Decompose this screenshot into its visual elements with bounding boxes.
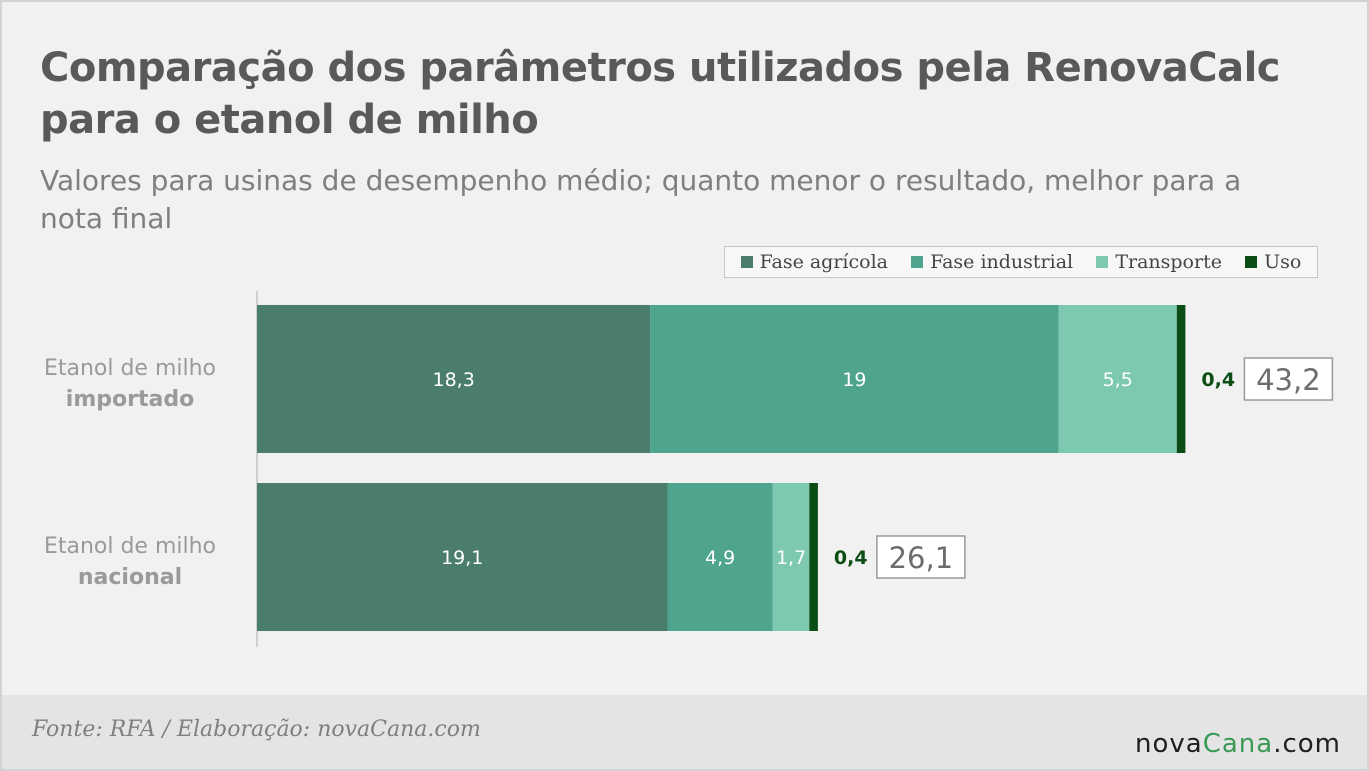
source-note: Fonte: RFA / Elaboração: novaCana.com (32, 717, 481, 742)
total-label-2: 26,1 (889, 541, 954, 575)
bar-segment-1-2 (650, 305, 1059, 453)
total-box-1 (1243, 357, 1334, 401)
total-label-1: 43,2 (1256, 363, 1321, 397)
total-box-2 (876, 535, 966, 579)
logo-part-cana: Cana (1202, 729, 1274, 759)
legend-swatch-2 (911, 256, 924, 268)
bar-segment-2-2 (667, 483, 773, 631)
legend: Fase agrícola Fase industrial Transporte Us… (724, 246, 1318, 278)
legend-item-2: Fase industrial (911, 251, 1073, 273)
bar-segment-1-3 (1058, 305, 1177, 453)
chart-subtitle: Valores para usinas de desempenho médio;… (40, 164, 1242, 235)
footer: Fonte: RFA / Elaboração: novaCana.com no… (2, 695, 1367, 769)
legend-item-4: Uso (1245, 251, 1301, 273)
data-label-2-4: 0,4 (834, 547, 868, 569)
legend-item-1: Fase agrícola (740, 251, 888, 273)
category-label-line2: nacional (78, 565, 182, 590)
legend-swatch-3 (1096, 256, 1109, 268)
data-label-1-2: 19 (842, 369, 866, 391)
logo-part-nova: nova (1134, 729, 1203, 759)
legend-item-3: Transporte (1096, 251, 1222, 273)
data-label-1-1: 18,3 (432, 369, 474, 391)
category-label-line1: Etanol de milho (44, 356, 216, 381)
legend-label-3: Transporte (1115, 251, 1222, 273)
bar-segment-2-3 (772, 483, 810, 631)
chart-title: Comparação dos parâmetros utilizados pel… (40, 45, 1281, 143)
bar-segment-2-4 (809, 483, 818, 631)
legend-label-2: Fase industrial (930, 251, 1074, 273)
category-label-line2: importado (66, 387, 194, 412)
data-label-1-4: 0,4 (1201, 369, 1235, 391)
chart-plot: Etanol de milho importado 18,3 19 5,5 0,4 43,2… (44, 291, 1334, 647)
bar-segment-2-1 (257, 483, 668, 631)
category-label-1: Etanol de milho importado (44, 356, 216, 412)
category-label-line1: Etanol de milho (44, 534, 216, 559)
legend-label-1: Fase agrícola (759, 251, 888, 273)
data-label-2-1: 19,1 (441, 547, 483, 569)
legend-label-4: Uso (1264, 251, 1302, 273)
logo-part-com: .com (1273, 729, 1341, 759)
novacana-logo[interactable]: novaCana.com (1135, 729, 1341, 759)
bar-segment-1-1 (257, 305, 651, 453)
legend-swatch-1 (740, 256, 753, 268)
bar-segment-1-4 (1176, 305, 1186, 453)
data-label-2-3: 1,7 (776, 547, 806, 569)
category-label-2: Etanol de milho nacional (44, 534, 216, 590)
data-label-2-2: 4,9 (705, 547, 735, 569)
data-label-1-3: 5,5 (1103, 369, 1133, 391)
legend-swatch-4 (1245, 256, 1258, 268)
